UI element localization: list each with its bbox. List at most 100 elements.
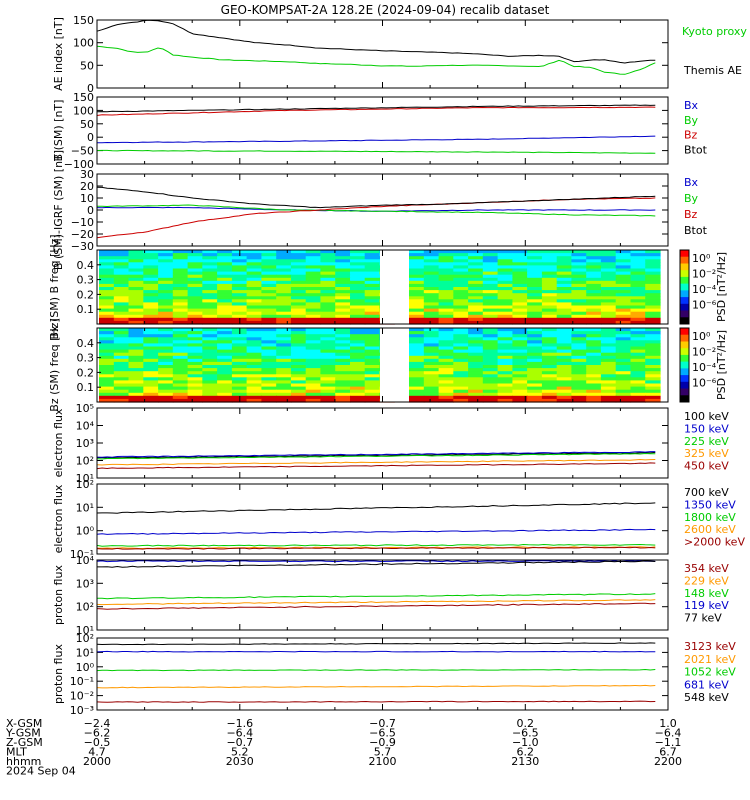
spectrogram-cell bbox=[482, 256, 499, 260]
spectrogram-cell bbox=[187, 274, 203, 279]
spectrogram-cell bbox=[512, 371, 528, 375]
spectrogram-cell bbox=[290, 277, 307, 282]
spectrogram-cell bbox=[128, 311, 144, 316]
spectrogram-cell bbox=[512, 337, 528, 341]
spectrogram-cell bbox=[113, 296, 130, 300]
spectrogram-cell bbox=[172, 358, 189, 363]
spectrogram-cell bbox=[512, 299, 528, 303]
spectrogram-cell bbox=[571, 389, 587, 394]
spectrogram-cell bbox=[231, 293, 248, 297]
spectrogram-cell bbox=[320, 365, 336, 369]
spectrogram-cell bbox=[615, 256, 632, 260]
spectrogram-cell bbox=[320, 296, 336, 300]
spectrogram-cell bbox=[202, 290, 218, 294]
spectrogram-cell bbox=[497, 305, 513, 310]
spectrogram-cell bbox=[113, 355, 130, 360]
spectrogram-cell bbox=[128, 265, 144, 270]
spectrogram-cell bbox=[423, 371, 440, 375]
spectrogram-cell bbox=[246, 253, 262, 257]
colorbar-segment bbox=[680, 334, 689, 342]
spectrogram-cell bbox=[113, 302, 130, 307]
spectrogram-cell bbox=[202, 355, 218, 360]
spectrogram-cell bbox=[99, 374, 115, 378]
spectrogram-cell bbox=[497, 314, 513, 319]
spectrogram-cell bbox=[468, 259, 484, 263]
spectrogram-cell bbox=[217, 365, 233, 369]
spectrogram-cell bbox=[571, 314, 587, 319]
spectrogram-cell bbox=[438, 355, 454, 360]
spectrogram-cell bbox=[497, 287, 513, 291]
spectrogram-cell bbox=[350, 352, 366, 357]
spectrogram-cell bbox=[217, 331, 233, 335]
spectrogram-cell bbox=[335, 352, 351, 357]
colorbar-tick-label: 10⁻⁶ bbox=[692, 299, 717, 312]
spectrogram-cell bbox=[527, 389, 543, 394]
spectrogram-cell bbox=[305, 280, 322, 285]
spectrogram-cell bbox=[527, 395, 543, 400]
spectrogram-cell bbox=[217, 343, 233, 348]
spectrogram-cell bbox=[99, 380, 115, 385]
spectrogram-cell bbox=[482, 328, 499, 332]
spectrogram-cell bbox=[497, 253, 513, 257]
spectrogram-cell bbox=[423, 287, 440, 291]
spectrogram-cell bbox=[468, 389, 484, 394]
spectrogram-cell bbox=[586, 392, 602, 397]
spectrogram-cell bbox=[409, 331, 425, 335]
spectrogram-cell bbox=[453, 395, 469, 400]
spectrogram-cell bbox=[438, 277, 454, 282]
spectrogram-cell bbox=[158, 377, 174, 381]
spectrogram-cell bbox=[276, 340, 292, 344]
spectrogram-cell bbox=[482, 343, 499, 348]
spectrogram-cell bbox=[143, 365, 159, 369]
spectrogram-cell bbox=[409, 328, 425, 332]
spectrogram-cell bbox=[453, 328, 469, 332]
spectrogram-cell bbox=[143, 386, 159, 391]
spectrogram-cell bbox=[290, 305, 307, 310]
spectrogram-cell bbox=[453, 287, 469, 291]
y-tick-label: 0 bbox=[87, 204, 94, 217]
spectrogram-cell bbox=[202, 392, 218, 397]
spectrogram-cell bbox=[423, 380, 440, 385]
spectrogram-cell bbox=[600, 271, 617, 276]
spectrogram-cell bbox=[172, 331, 189, 335]
colorbar-segment bbox=[680, 368, 689, 376]
spectrogram-cell bbox=[630, 377, 646, 381]
ephemeris-value: −0.7 bbox=[369, 717, 396, 730]
spectrogram-cell bbox=[231, 377, 248, 381]
spectrogram-cell bbox=[630, 265, 646, 270]
spectrogram-cell bbox=[350, 331, 366, 335]
spectrogram-cell bbox=[158, 274, 174, 279]
spectrogram-cell bbox=[202, 250, 218, 254]
ephemeris-value: 4.7 bbox=[88, 746, 106, 759]
spectrogram-cell bbox=[571, 352, 587, 357]
spectrogram-cell bbox=[128, 395, 144, 400]
spectrogram-cell bbox=[305, 355, 322, 360]
spectrogram-cell bbox=[556, 287, 573, 291]
spectrogram-cell bbox=[645, 340, 661, 344]
spectrogram-cell bbox=[541, 293, 558, 297]
spectrogram-cell bbox=[217, 253, 233, 257]
spectrogram-cell bbox=[202, 334, 218, 338]
spectrogram-cell bbox=[305, 368, 322, 372]
spectrogram-cell bbox=[202, 296, 218, 300]
spectrogram-cell bbox=[482, 265, 499, 270]
spectrogram-cell bbox=[453, 346, 469, 351]
spectrogram-cell bbox=[409, 368, 425, 372]
spectrogram-cell bbox=[290, 361, 307, 366]
spectrogram-cell bbox=[571, 361, 587, 366]
spectrogram-cell bbox=[468, 395, 484, 400]
spectrogram-cell bbox=[438, 386, 454, 391]
spectrogram-cell bbox=[512, 334, 528, 338]
series-line bbox=[96, 642, 656, 646]
spectrogram-cell bbox=[512, 283, 528, 288]
spectrogram-cell bbox=[305, 314, 322, 319]
y-tick-label: 50 bbox=[80, 59, 94, 72]
spectrogram-cell bbox=[128, 349, 144, 354]
spectrogram-cell bbox=[231, 287, 248, 291]
spectrogram-cell bbox=[99, 283, 115, 288]
spectrogram-cell bbox=[320, 334, 336, 338]
y-tick-label: 10¹ bbox=[76, 646, 94, 659]
spectrogram-cell bbox=[143, 280, 159, 285]
spectrogram-cell bbox=[128, 287, 144, 291]
spectrogram-cell bbox=[187, 290, 203, 294]
